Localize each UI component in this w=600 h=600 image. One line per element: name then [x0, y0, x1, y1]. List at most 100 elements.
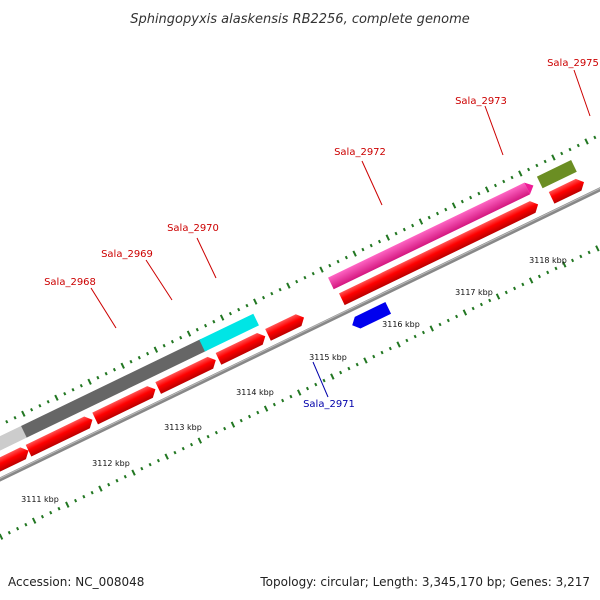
inner-tick [528, 277, 534, 284]
inner-tick [281, 398, 285, 403]
outer-tick [21, 410, 26, 417]
forward-gene-sala-2972[interactable] [338, 198, 541, 306]
forward-gene-2[interactable] [25, 414, 96, 457]
inner-tick [479, 302, 483, 307]
feature-sala-2973[interactable] [536, 160, 577, 189]
outer-tick [63, 391, 67, 396]
gene-label-sala-2968[interactable]: Sala_2968 [44, 277, 96, 288]
outer-tick [543, 159, 547, 164]
inner-tick [595, 245, 600, 252]
inner-tick [107, 482, 111, 487]
outer-tick [179, 335, 183, 340]
outer-tick [328, 263, 332, 268]
inner-tick [570, 258, 575, 263]
outer-tick [518, 170, 523, 177]
outer-tick [394, 231, 398, 236]
gene-label-sala-2973[interactable]: Sala_2973 [455, 96, 507, 107]
outer-tick [352, 250, 357, 257]
outer-tick [137, 355, 141, 360]
inner-tick [90, 490, 94, 495]
forward-gene-4[interactable] [155, 354, 218, 394]
outer-tick [228, 311, 232, 316]
forward-gene-1[interactable] [0, 445, 31, 475]
inner-tick [405, 338, 409, 343]
outer-tick [576, 143, 580, 148]
outer-tick [568, 147, 572, 152]
kbp-label-3112: 3112 kbp [92, 459, 130, 468]
forward-gene-3[interactable] [92, 383, 158, 425]
forward-gene-sala-2973[interactable] [548, 176, 587, 204]
inner-tick [256, 410, 260, 415]
inner-tick [297, 389, 302, 396]
inner-tick [230, 421, 236, 428]
kbp-label-3118: 3118 kbp [529, 256, 567, 265]
inner-tick [263, 405, 269, 412]
gene-label-sala-2972[interactable]: Sala_2972 [334, 147, 386, 158]
inner-tick [74, 498, 78, 503]
feature-sala-2968[interactable] [21, 338, 207, 438]
outer-tick [54, 394, 59, 401]
reverse-gene-sala-2971[interactable] [349, 302, 392, 331]
outer-tick [13, 415, 17, 420]
leader-sala-2971 [312, 361, 329, 398]
genome-map [0, 135, 600, 540]
inner-tick [513, 286, 517, 291]
leader-sala-2973 [484, 105, 504, 156]
outer-tick [104, 371, 108, 376]
outer-tick [212, 319, 216, 324]
leader-sala-2975 [573, 69, 591, 117]
inner-tick [65, 501, 70, 508]
outer-tick [253, 298, 258, 305]
feature-sala-2972-arrowhead[interactable] [524, 180, 536, 195]
outer-tick [303, 275, 307, 280]
gene-label-sala-2975[interactable]: Sala_2975 [547, 58, 599, 69]
outer-tick [30, 407, 34, 412]
outer-tick [46, 399, 50, 404]
gene-labels: Sala_2968 Sala_2969 Sala_2970 Sala_2971 … [44, 58, 599, 410]
outer-tick [120, 362, 125, 369]
outer-tick [460, 199, 464, 204]
inner-tick [355, 362, 359, 367]
feature-light-gray[interactable] [0, 425, 27, 457]
gene-label-sala-2970[interactable]: Sala_2970 [167, 223, 219, 234]
leader-sala-2969 [145, 259, 173, 301]
inner-tick [214, 430, 218, 435]
inner-tick [173, 450, 177, 455]
gene-label-leaders [90, 69, 591, 398]
inner-tick [587, 250, 591, 255]
inner-tick [471, 306, 475, 311]
inner-tick [189, 442, 194, 447]
outer-tick [593, 135, 597, 140]
outer-tick [237, 307, 241, 312]
outer-tick [261, 295, 266, 300]
inner-tick [322, 378, 326, 383]
inner-tick [504, 290, 508, 295]
inner-tick [24, 522, 28, 527]
kbp-label-3113: 3113 kbp [164, 423, 202, 432]
genome-backbone-highlight [0, 152, 600, 493]
inner-tick [223, 426, 227, 431]
feature-sala-2969[interactable] [199, 313, 259, 352]
outer-tick [270, 291, 274, 296]
outer-tick [319, 266, 324, 273]
feature-sala-2972[interactable] [328, 182, 530, 290]
kbp-label-3111: 3111 kbp [21, 495, 59, 504]
outer-tick [286, 282, 291, 289]
outer-tick [195, 327, 199, 332]
inner-tick [206, 434, 210, 439]
inner-tick [388, 346, 392, 351]
outer-tick [502, 179, 506, 184]
inner-tick [347, 366, 351, 371]
gene-label-sala-2971[interactable]: Sala_2971 [303, 399, 355, 410]
outer-tick [245, 303, 249, 308]
inner-tick [247, 414, 252, 419]
gene-label-sala-2969[interactable]: Sala_2969 [101, 249, 153, 260]
forward-gene-sala-2970[interactable] [265, 312, 307, 341]
inner-tick [57, 506, 61, 511]
forward-gene-5[interactable] [215, 330, 268, 365]
leader-sala-2970 [196, 237, 217, 279]
inner-tick [339, 370, 343, 375]
outer-tick [344, 255, 348, 260]
outer-tick [484, 186, 490, 193]
